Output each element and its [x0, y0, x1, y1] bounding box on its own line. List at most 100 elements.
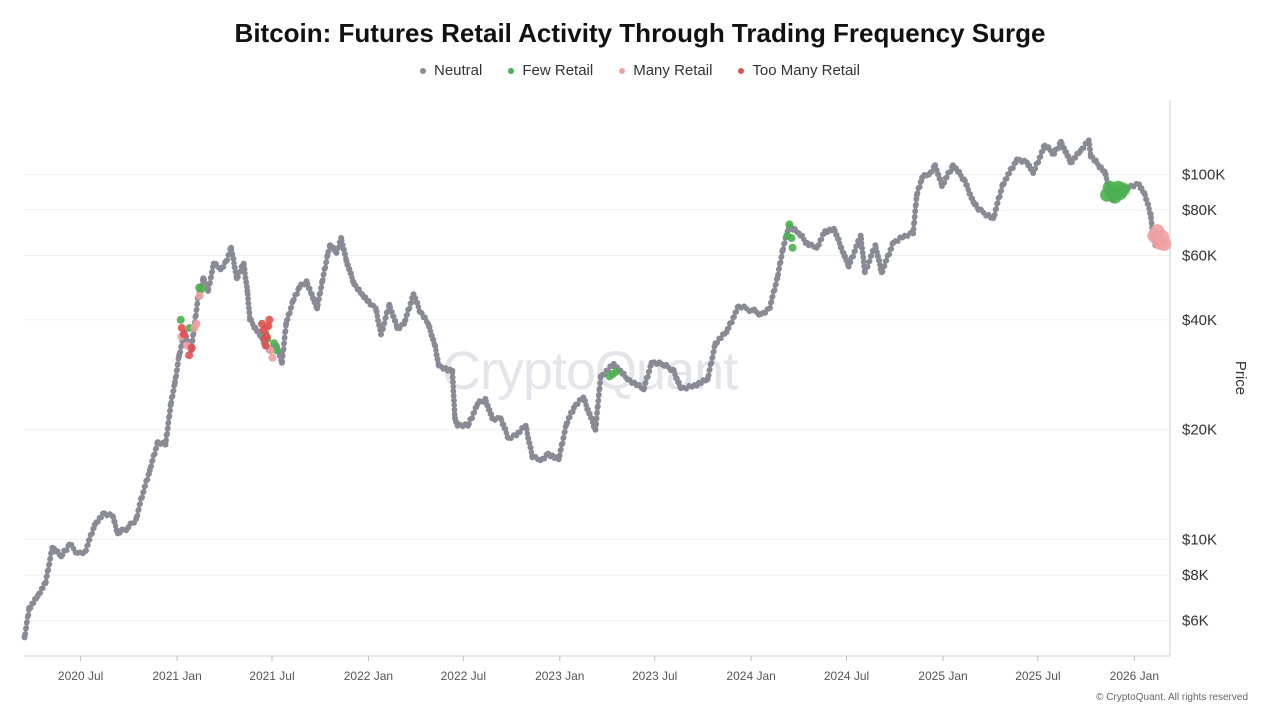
- data-point-neutral[interactable]: [592, 426, 599, 433]
- data-point-neutral-interp: [83, 547, 89, 554]
- data-point-neutral-interp: [866, 258, 873, 264]
- data-point-few-retail[interactable]: [787, 234, 796, 243]
- data-point-neutral-interp: [242, 270, 248, 277]
- data-point-too-many-retail[interactable]: [258, 319, 267, 328]
- data-point-many-retail[interactable]: [192, 319, 201, 328]
- data-point-neutral[interactable]: [861, 269, 868, 276]
- data-point-neutral-interp: [22, 630, 29, 637]
- data-point-many-retail[interactable]: [268, 353, 277, 362]
- data-point-neutral[interactable]: [378, 331, 385, 338]
- data-point-too-many-retail[interactable]: [262, 332, 271, 341]
- data-point-neutral-interp: [64, 547, 70, 554]
- data-point-neutral-interp: [888, 246, 895, 252]
- data-point-few-retail[interactable]: [785, 220, 794, 229]
- data-point-few-retail[interactable]: [272, 346, 281, 355]
- data-point-neutral-interp: [910, 226, 917, 232]
- data-point-few-retail[interactable]: [176, 315, 185, 324]
- data-point-neutral-interp: [45, 566, 52, 573]
- data-point-neutral-interp: [415, 304, 422, 310]
- data-point-neutral-interp: [941, 179, 948, 186]
- data-point-neutral-interp: [224, 257, 231, 263]
- data-point-few-retail[interactable]: [197, 285, 206, 294]
- data-point-neutral-interp: [777, 259, 784, 266]
- data-point-neutral-interp: [112, 518, 118, 525]
- data-point-neutral-interp: [835, 236, 842, 242]
- data-point-neutral-interp: [646, 368, 653, 375]
- data-point-neutral-interp: [947, 168, 954, 175]
- data-point-neutral-interp: [426, 324, 433, 330]
- data-point-neutral-interp: [596, 391, 602, 398]
- data-point-neutral-interp: [451, 397, 457, 404]
- data-point-neutral[interactable]: [932, 162, 939, 169]
- data-point-neutral-interp: [383, 314, 389, 321]
- data-point-neutral-interp: [173, 373, 180, 379]
- data-point-neutral-interp: [858, 240, 865, 247]
- data-point-neutral-interp: [710, 348, 717, 355]
- data-point-neutral-interp: [280, 346, 287, 352]
- data-point-neutral[interactable]: [333, 249, 340, 256]
- data-point-many-retail[interactable]: [195, 291, 204, 300]
- data-point-few-retail[interactable]: [611, 367, 620, 376]
- data-point-neutral-interp: [89, 530, 95, 537]
- data-point-neutral-interp: [881, 263, 888, 269]
- data-point-too-many-retail[interactable]: [185, 351, 194, 360]
- data-point-neutral-interp: [208, 274, 214, 281]
- data-point-neutral-interp: [838, 244, 845, 251]
- data-point-too-many-retail[interactable]: [261, 341, 270, 350]
- legend-item-many-retail[interactable]: Many Retail: [619, 62, 712, 79]
- data-point-neutral-interp: [175, 361, 181, 367]
- data-point-neutral-interp: [587, 410, 593, 417]
- data-point-neutral-interp: [466, 421, 472, 427]
- data-point-neutral-interp: [873, 244, 879, 251]
- data-point-neutral-interp: [471, 409, 478, 416]
- data-point-neutral-interp: [279, 358, 286, 365]
- data-point-neutral-interp: [279, 352, 286, 359]
- data-point-neutral-interp: [23, 625, 30, 631]
- data-point-neutral-interp: [144, 476, 151, 483]
- data-point-neutral-interp: [934, 167, 940, 173]
- data-point-too-many-retail[interactable]: [179, 330, 188, 339]
- y-tick-label: $40K: [1182, 312, 1217, 329]
- data-point-neutral-interp: [588, 415, 595, 421]
- legend-label-few-retail: Few Retail: [522, 62, 594, 79]
- data-point-neutral-interp: [1003, 175, 1010, 182]
- data-point-neutral-interp: [24, 619, 30, 625]
- data-point-neutral-interp: [1087, 146, 1093, 153]
- data-point-neutral-interp: [47, 555, 54, 562]
- data-point-neutral[interactable]: [171, 379, 178, 386]
- data-point-neutral-interp: [850, 253, 857, 260]
- data-point-few-retail[interactable]: [788, 243, 797, 252]
- data-point-many-retail[interactable]: [1157, 237, 1172, 252]
- data-point-neutral-interp: [408, 300, 414, 306]
- data-point-neutral-interp: [320, 277, 326, 283]
- data-point-too-many-retail[interactable]: [177, 323, 186, 332]
- data-point-neutral-interp: [149, 457, 156, 464]
- data-point-few-retail[interactable]: [270, 339, 279, 348]
- data-point-neutral-interp: [165, 425, 171, 431]
- data-point-neutral-interp: [342, 251, 349, 257]
- data-point-neutral-interp: [818, 236, 825, 243]
- data-point-neutral-interp: [389, 309, 395, 315]
- data-point-too-many-retail[interactable]: [187, 343, 196, 352]
- data-point-neutral-interp: [168, 399, 175, 406]
- data-point-neutral-interp: [912, 213, 918, 220]
- data-point-too-many-retail[interactable]: [264, 321, 273, 330]
- data-point-neutral-interp: [427, 328, 434, 334]
- data-point-few-retail[interactable]: [1115, 182, 1130, 197]
- data-point-neutral-interp: [284, 316, 291, 323]
- legend-item-neutral[interactable]: Neutral: [420, 62, 482, 79]
- data-point-neutral-interp: [209, 268, 216, 275]
- data-point-neutral-interp: [596, 385, 603, 392]
- data-point-neutral-interp: [641, 385, 648, 391]
- data-point-neutral-interp: [231, 260, 237, 266]
- legend-item-too-many-retail[interactable]: Too Many Retail: [738, 62, 860, 79]
- data-point-neutral-interp: [237, 268, 244, 275]
- data-point-neutral-interp: [912, 208, 919, 214]
- data-point-neutral-interp: [189, 337, 196, 344]
- data-point-neutral-interp: [582, 397, 589, 404]
- data-point-too-many-retail[interactable]: [265, 315, 274, 324]
- data-point-neutral-interp: [486, 406, 493, 413]
- legend-item-few-retail[interactable]: Few Retail: [508, 62, 593, 79]
- data-point-neutral-interp: [44, 573, 50, 579]
